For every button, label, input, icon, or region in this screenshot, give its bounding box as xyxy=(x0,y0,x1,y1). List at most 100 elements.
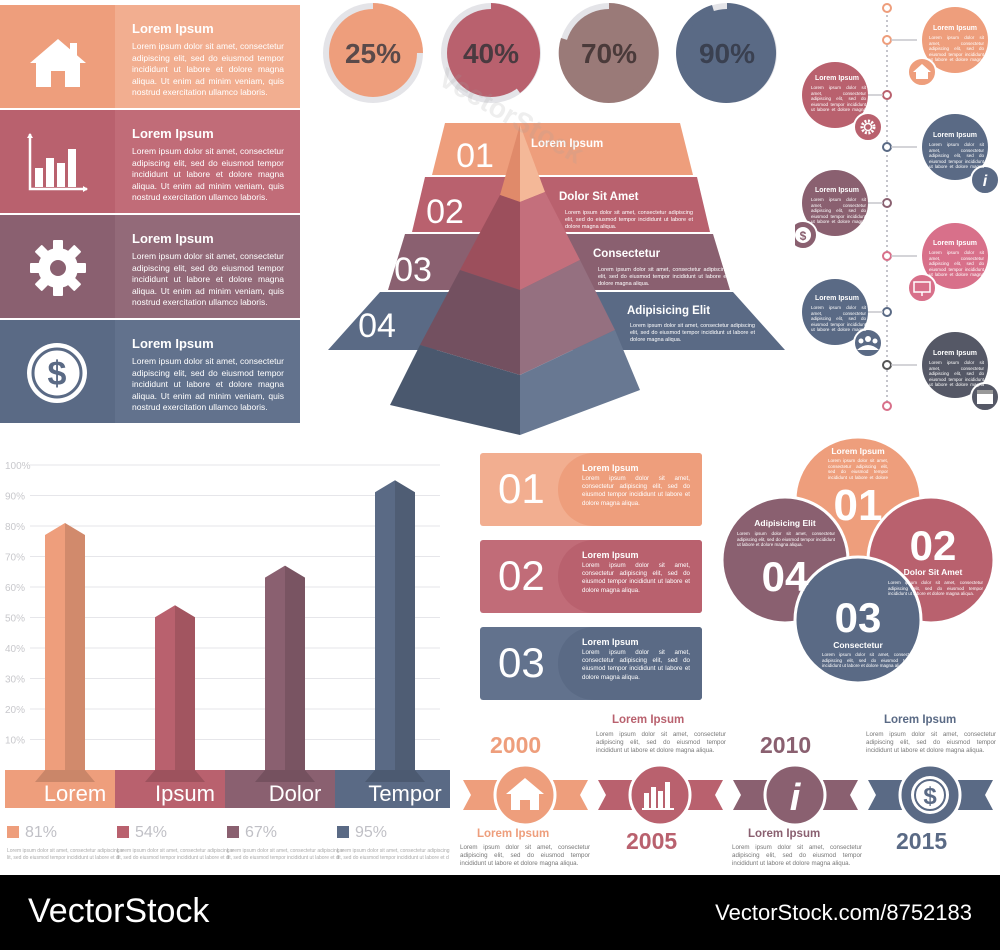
pyramid-num: 01 xyxy=(456,137,494,175)
legend-text: lit, sed do eiusmod tempor incididunt ut… xyxy=(227,855,339,861)
banner-text: Lorem ipsum dolor sit amet, consectetur … xyxy=(132,251,284,307)
item-title: Lorem Ipsum xyxy=(582,550,639,560)
timeline-title: Lorem Ipsum xyxy=(748,828,821,840)
home-icon xyxy=(30,39,86,87)
vertical-timeline: i $ xyxy=(795,3,1000,412)
item-text: Lorem ipsum dolor sit amet, consectetur … xyxy=(582,475,690,507)
bar xyxy=(45,522,85,770)
y-tick-label: 40% xyxy=(5,644,25,655)
legend-text: Lorem ipsum dolor sit amet, consectetur … xyxy=(7,848,124,854)
calendar-icon xyxy=(970,382,1000,412)
dollar-icon: $ xyxy=(27,343,87,403)
people-icon xyxy=(853,328,883,358)
value-label: 95% xyxy=(355,824,387,841)
timeline-year: 2010 xyxy=(760,732,812,758)
bubble-text: Lorem ipsum dolor sit amet, consectetur … xyxy=(929,35,984,63)
item-title: Lorem Ipsum xyxy=(582,637,639,647)
bubble-title: Lorem Ipsum xyxy=(933,240,977,247)
svg-text:$: $ xyxy=(800,229,807,243)
pyramid-text: Lorem ipsum dolor sit amet, consectetur … xyxy=(630,323,755,343)
y-tick-label: 10% xyxy=(5,736,25,747)
timeline-title: Lorem Ipsum xyxy=(612,714,685,726)
bubble-title: Lorem Ipsum xyxy=(933,132,977,139)
category-label: Dolor xyxy=(269,781,322,806)
pyramid-num: 04 xyxy=(358,307,396,345)
banner-title: Lorem Ipsum xyxy=(132,21,214,36)
pyramid-label: Adipisicing Elit xyxy=(627,305,710,317)
home-icon xyxy=(506,778,544,810)
banner-title: Lorem Ipsum xyxy=(132,126,214,141)
banner-3: Lorem Ipsum Lorem ipsum dolor sit amet, … xyxy=(0,215,300,318)
banner-4: $ Lorem Ipsum Lorem ipsum dolor sit amet… xyxy=(0,320,300,423)
dollar-icon: $ xyxy=(911,776,949,814)
bubble-title: Lorem Ipsum xyxy=(815,295,859,302)
bubble-text: Lorem ipsum dolor sit amet, consectetur … xyxy=(811,305,866,333)
info-icon: i xyxy=(970,165,1000,195)
percent-label: 25% xyxy=(345,38,401,69)
timeline-text: Lorem ipsum dolor sit amet, consectetur … xyxy=(460,844,590,868)
item-text: Lorem ipsum dolor sit amet, consectetur … xyxy=(582,562,690,594)
bubble-text: Lorem ipsum dolor sit amet, consectetur … xyxy=(811,85,866,113)
bubble-text: Lorem ipsum dolor sit amet, consectetur … xyxy=(811,197,866,225)
svg-text:i: i xyxy=(983,173,988,190)
bubble-title: Lorem Ipsum xyxy=(933,25,977,32)
legend-swatch xyxy=(227,826,239,838)
svg-text:Dolor Sit Amet: Dolor Sit Amet xyxy=(904,567,963,577)
bubble-title: Lorem Ipsum xyxy=(933,350,977,357)
footer-brand: VectorStock xyxy=(28,892,210,930)
timeline-year: 2005 xyxy=(626,828,678,854)
item-number: 02 xyxy=(498,552,545,599)
y-tick-label: 60% xyxy=(5,583,25,594)
legend-swatch xyxy=(337,826,349,838)
svg-text:02: 02 xyxy=(910,522,957,569)
home-icon xyxy=(907,57,937,87)
footer-image-id: VectorStock.com/8752183 xyxy=(715,900,972,925)
banner-2: Lorem Ipsum Lorem ipsum dolor sit amet, … xyxy=(0,110,300,213)
value-label: 81% xyxy=(25,824,57,841)
circle-text: Lorem ipsum dolor sit amet, consectetur … xyxy=(822,652,917,668)
footer-bar: VectorStock VectorStock.com/8752183 xyxy=(0,875,1000,950)
pyramid-diagram: 01 02 03 04 Lorem Ipsum Dolor Sit Amet C… xyxy=(328,123,785,435)
svg-text:$: $ xyxy=(923,783,937,810)
pyramid-label: Consectetur xyxy=(593,248,661,260)
gear-icon xyxy=(30,240,86,296)
pyramid-label: Dolor Sit Amet xyxy=(559,191,639,203)
legend-text: Lorem ipsum dolor sit amet, consectetur … xyxy=(117,848,234,854)
banner-title: Lorem Ipsum xyxy=(132,231,214,246)
numbered-item-1: 01 Lorem Ipsum Lorem ipsum dolor sit ame… xyxy=(480,453,702,526)
timeline-year: 2000 xyxy=(490,732,542,758)
bubble-title: Lorem Ipsum xyxy=(815,75,859,82)
percent-circle-25: 25% xyxy=(323,3,423,103)
svg-text:01: 01 xyxy=(834,481,883,530)
timeline-text: Lorem ipsum dolor sit amet, consectetur … xyxy=(866,731,996,755)
category-label: Lorem xyxy=(44,781,106,806)
legend-text: Lorem ipsum dolor sit amet, consectetur … xyxy=(227,848,344,854)
percent-circle-70: 70% xyxy=(558,3,659,103)
pyramid-num: 03 xyxy=(394,251,432,289)
legend-text: lit, sed do eiusmod tempor incididunt ut… xyxy=(7,855,119,861)
bar-chart: 10%20%30%40%50%60%70%80%90%100%Lorem81%L… xyxy=(5,461,450,861)
bar xyxy=(265,565,305,770)
percent-label: 40% xyxy=(463,38,519,69)
item-text: Lorem ipsum dolor sit amet, consectetur … xyxy=(582,649,690,681)
banner-text: Lorem ipsum dolor sit amet, consectetur … xyxy=(132,356,284,412)
pyramid-label: Lorem Ipsum xyxy=(531,138,603,150)
bubble-text: Lorem ipsum dolor sit amet, consectetur … xyxy=(929,142,984,170)
y-tick-label: 20% xyxy=(5,705,25,716)
four-circles-diagram: 01 02 03 04 Lorem Ipsum Dolor Sit Amet C… xyxy=(720,435,996,685)
category-label: Tempor xyxy=(368,781,441,806)
y-tick-label: 90% xyxy=(5,492,25,503)
percent-circle-90: 90% xyxy=(676,3,777,103)
legend-text: lit, sed do eiusmod tempor incididunt ut… xyxy=(117,855,229,861)
bar-chart-icon xyxy=(642,782,674,810)
bar-dolor: Dolor 67% Lorem ipsum dolor sit amet, cons… xyxy=(225,565,363,861)
item-number: 01 xyxy=(498,465,545,512)
timeline-text: Lorem ipsum dolor sit amet, consectetur … xyxy=(732,844,862,868)
timeline-year: 2015 xyxy=(896,828,948,854)
numbered-item-3: 03 Lorem Ipsum Lorem ipsum dolor sit ame… xyxy=(480,627,702,700)
dollar-icon: $ xyxy=(795,220,818,250)
svg-text:04: 04 xyxy=(762,553,809,600)
y-tick-label: 70% xyxy=(5,553,25,564)
monitor-icon xyxy=(907,273,937,303)
banner-title: Lorem Ipsum xyxy=(132,336,214,351)
